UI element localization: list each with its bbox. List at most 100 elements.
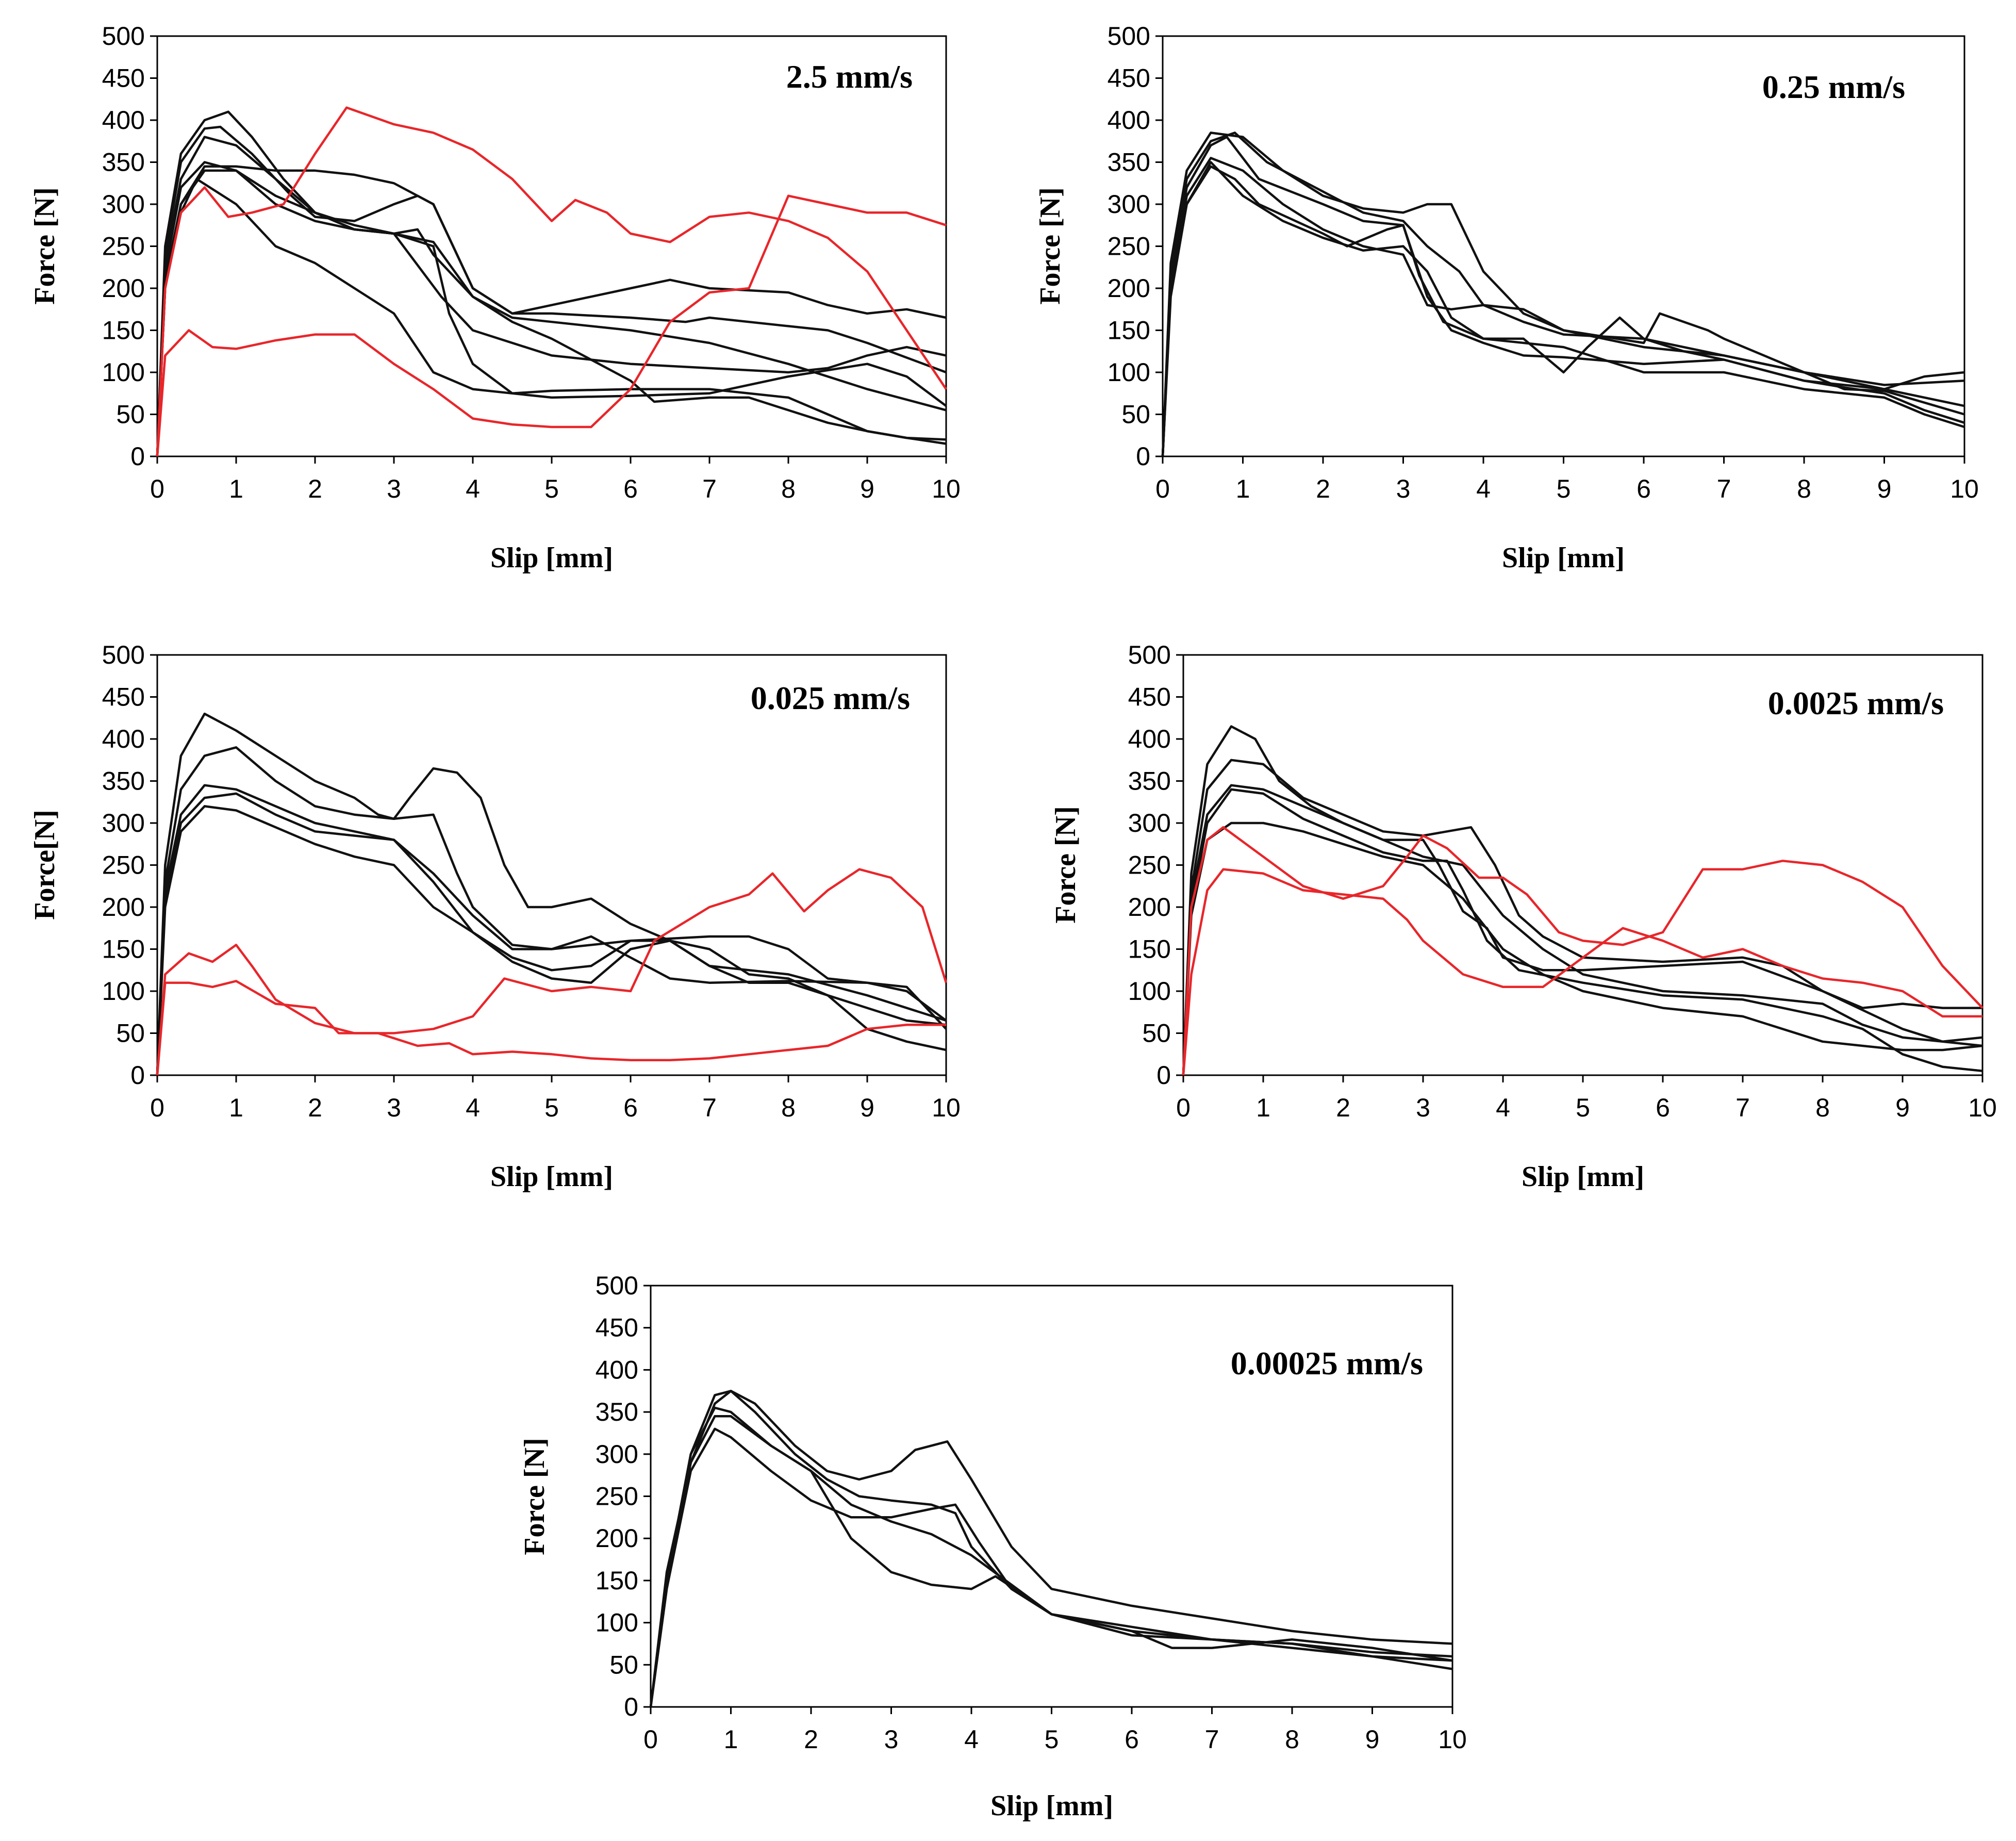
x-tick-label: 3 (387, 1093, 401, 1122)
x-tick-label: 7 (702, 1093, 717, 1122)
y-tick-label: 0 (130, 1061, 145, 1090)
series-line-k5 (1182, 821, 1983, 1076)
x-tick-label: 9 (1895, 1093, 1910, 1122)
series-line-r2 (1182, 868, 1982, 1076)
x-tick-label: 5 (544, 1093, 559, 1122)
y-tick-label: 150 (102, 935, 145, 964)
chart-0.00025mm-s: 0.00025 mm/s Slip [mm] Force [N] 0501001… (519, 1271, 1467, 1822)
series-line-k4 (649, 1415, 1453, 1707)
y-tick-label: 500 (102, 640, 145, 669)
plot-frame (156, 654, 947, 1076)
x-tick-label: 0 (150, 1093, 164, 1122)
y-tick-label: 450 (102, 683, 145, 712)
y-tick-label: 200 (102, 274, 145, 303)
series-line-r2 (156, 980, 946, 1076)
x-tick-label: 2 (308, 1093, 322, 1122)
y-tick-label: 300 (102, 190, 145, 219)
series-line-r1 (1182, 826, 1984, 1076)
y-tick-label: 250 (102, 851, 145, 880)
x-tick-label: 7 (702, 474, 717, 503)
chart-2.5mm-s: 2.5 mm/s Slip [mm] Force [N] 05010015020… (29, 22, 961, 574)
y-tick-label: 200 (1108, 274, 1150, 303)
y-tick-label: 250 (1108, 232, 1150, 261)
x-tick-label: 10 (1950, 474, 1979, 503)
x-axis-title: Slip [mm] (490, 1161, 613, 1193)
y-axis-title: Force [N] (1034, 187, 1066, 305)
y-tick-label: 300 (596, 1440, 638, 1469)
series-line-k1 (156, 712, 947, 1076)
x-tick-label: 8 (1815, 1093, 1830, 1122)
x-tick-label: 8 (1285, 1725, 1299, 1754)
chart-0.025mm-s: 0.025 mm/s Slip [mm] Force[N] 0501001502… (29, 640, 961, 1193)
series-line-k4 (156, 161, 947, 457)
chart-title: 0.0025 mm/s (1768, 685, 1944, 721)
x-tick-label: 6 (1637, 474, 1651, 503)
x-tick-label: 7 (1717, 474, 1731, 503)
x-tick-label: 6 (623, 474, 638, 503)
y-tick-label: 300 (1108, 190, 1150, 219)
series-line-k5 (649, 1427, 1453, 1707)
y-tick-label: 350 (1128, 767, 1171, 796)
y-tick-label: 350 (102, 148, 145, 177)
y-tick-label: 500 (102, 22, 145, 51)
x-tick-label: 5 (1045, 1725, 1059, 1754)
y-tick-label: 450 (102, 64, 145, 93)
y-tick-label: 400 (1128, 725, 1171, 753)
y-tick-label: 250 (596, 1482, 638, 1511)
x-axis-title: Slip [mm] (1522, 1161, 1644, 1193)
x-tick-label: 9 (1877, 474, 1892, 503)
y-tick-label: 0 (1136, 442, 1150, 471)
chart-title: 2.5 mm/s (786, 58, 913, 95)
series-line-k3 (649, 1406, 1453, 1707)
x-tick-label: 7 (1736, 1093, 1750, 1122)
x-tick-label: 6 (1656, 1093, 1670, 1122)
y-tick-label: 500 (1128, 640, 1171, 669)
y-tick-label: 150 (596, 1566, 638, 1595)
y-tick-label: 100 (1128, 977, 1171, 1006)
series-line-k5 (156, 805, 947, 1076)
series-line-k7 (156, 169, 947, 457)
x-tick-label: 0 (643, 1725, 658, 1754)
x-tick-label: 5 (544, 474, 559, 503)
y-tick-label: 150 (1128, 935, 1171, 964)
series-line-k5 (156, 165, 947, 457)
y-tick-label: 100 (1108, 358, 1150, 387)
x-tick-label: 4 (466, 1093, 480, 1122)
y-tick-label: 150 (102, 316, 145, 345)
x-tick-label: 3 (1416, 1093, 1430, 1122)
x-tick-label: 4 (1476, 474, 1491, 503)
y-tick-label: 350 (596, 1398, 638, 1426)
series-line-r2 (156, 194, 947, 457)
y-tick-label: 50 (1142, 1019, 1171, 1048)
y-tick-label: 400 (102, 725, 145, 753)
chart-title: 0.00025 mm/s (1231, 1345, 1423, 1382)
x-tick-label: 2 (1336, 1093, 1350, 1122)
x-tick-label: 10 (1968, 1093, 1997, 1122)
x-tick-label: 9 (1365, 1725, 1380, 1754)
y-tick-label: 200 (102, 893, 145, 922)
x-tick-label: 5 (1557, 474, 1571, 503)
x-tick-label: 1 (229, 474, 243, 503)
x-tick-label: 6 (623, 1093, 638, 1122)
y-axis-title: Force[N] (29, 810, 61, 920)
chart-title: 0.025 mm/s (751, 680, 910, 716)
x-tick-label: 9 (860, 1093, 874, 1122)
series-line-k2 (156, 125, 947, 457)
series-line-k4 (1161, 157, 1965, 457)
series-line-k2 (1161, 132, 1965, 457)
series-line-k3 (156, 784, 947, 1076)
y-tick-label: 250 (102, 232, 145, 261)
x-tick-label: 2 (1316, 474, 1330, 503)
x-tick-label: 0 (1176, 1093, 1191, 1122)
series-line-k6 (156, 177, 947, 457)
y-axis-title: Force [N] (29, 187, 61, 305)
x-tick-label: 8 (781, 474, 796, 503)
y-tick-label: 50 (116, 400, 145, 429)
y-tick-label: 100 (596, 1608, 638, 1637)
x-tick-label: 1 (1256, 1093, 1270, 1122)
x-tick-label: 3 (884, 1725, 899, 1754)
x-tick-label: 1 (229, 1093, 243, 1122)
y-tick-label: 200 (596, 1524, 638, 1553)
y-tick-label: 0 (624, 1692, 638, 1721)
